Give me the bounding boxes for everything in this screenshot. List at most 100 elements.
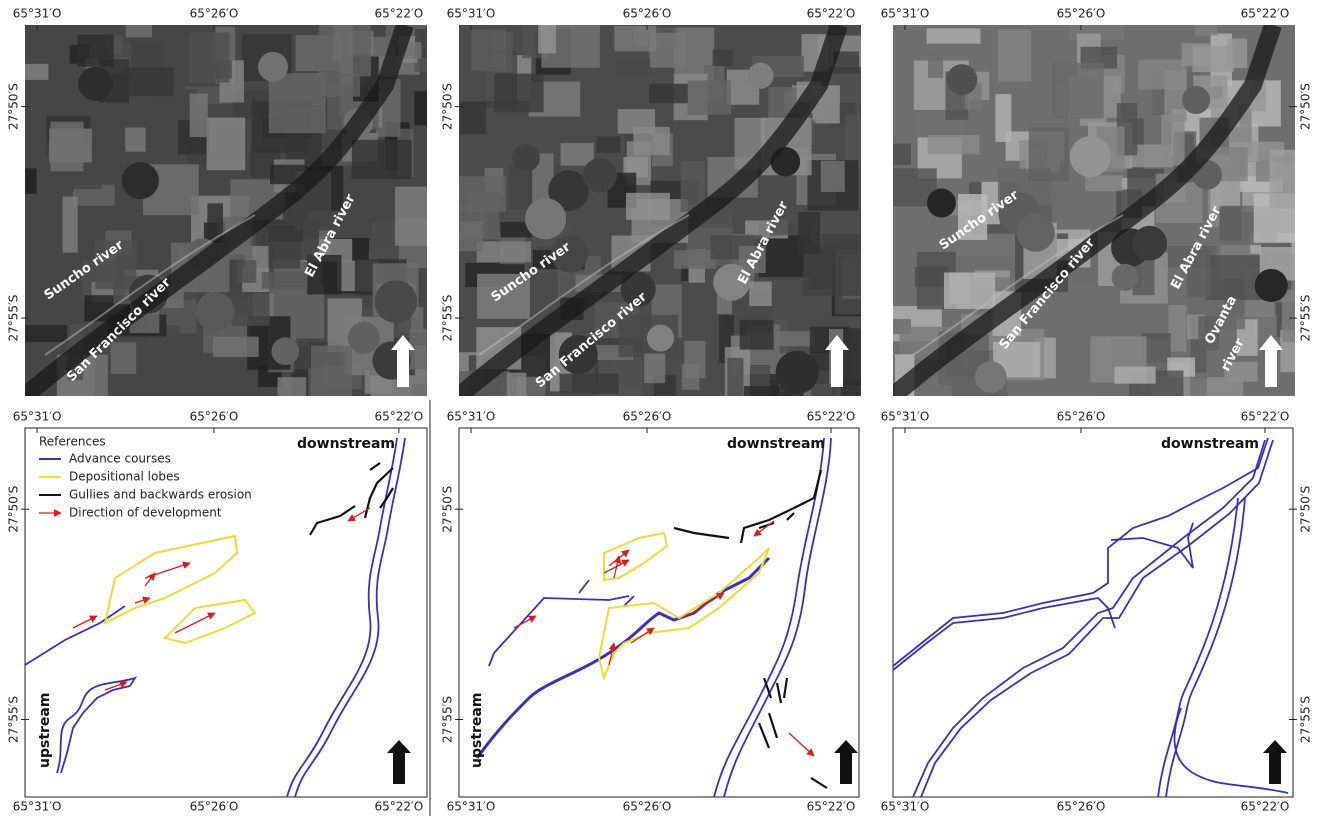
field: [77, 35, 113, 67]
pivot-field: [375, 280, 418, 323]
field: [927, 29, 981, 44]
field: [63, 197, 78, 253]
field: [477, 241, 531, 262]
field: [213, 337, 259, 357]
field: [821, 161, 845, 192]
pivot-field: [78, 67, 112, 101]
pivot-field: [1182, 86, 1210, 114]
pivot-field: [512, 144, 540, 172]
longitude-label: 65°26′O: [1057, 800, 1106, 814]
pivot-field: [647, 325, 674, 352]
longitude-label: 65°26′O: [190, 800, 239, 814]
upstream-label: upstream: [469, 693, 485, 768]
pivot-field: [271, 337, 299, 365]
map-panel: downstream: [893, 428, 1293, 797]
field: [1052, 63, 1103, 119]
field: [1029, 127, 1069, 181]
longitude-label: 65°22′O: [375, 410, 424, 424]
latitude-label: 27°50′S: [7, 83, 21, 130]
field: [841, 380, 892, 403]
field: [472, 30, 506, 72]
field: [352, 140, 412, 179]
field: [995, 94, 1011, 142]
longitude-label: 65°31′O: [447, 410, 496, 424]
longitude-label: 65°31′O: [13, 7, 62, 21]
pivot-field: [1255, 269, 1288, 302]
field: [822, 234, 877, 250]
pivot-field: [1017, 213, 1055, 251]
longitude-label: 65°31′O: [447, 7, 496, 21]
body: Suncho river San Francisco river El Abra…: [0, 0, 1321, 816]
field: [50, 122, 83, 172]
field: [262, 272, 308, 289]
field: [311, 346, 352, 405]
downstream-label: downstream: [727, 436, 825, 452]
latitude-label: 27°50′S: [1299, 486, 1313, 533]
field: [125, 128, 145, 152]
longitude-label: 65°31′O: [881, 7, 930, 21]
field: [124, 67, 173, 96]
field: [776, 331, 815, 346]
field: [1169, 305, 1187, 352]
pivot-field: [196, 292, 235, 331]
longitude-label: 65°22′O: [807, 7, 856, 21]
field: [1195, 17, 1218, 35]
legend-label: Gullies and backwards erosion: [69, 488, 252, 502]
field: [560, 374, 619, 394]
pivot-field: [747, 63, 773, 89]
pivot-field: [348, 322, 380, 354]
longitude-label: 65°22′O: [375, 800, 424, 814]
pivot-field: [1132, 226, 1167, 261]
longitude-label: 65°22′O: [1241, 800, 1290, 814]
pivot-field: [1070, 136, 1111, 177]
pivot-field: [927, 189, 956, 218]
field: [915, 267, 949, 287]
pivot-field: [583, 158, 617, 192]
latitude-label: 27°50′S: [441, 486, 455, 533]
longitude-label: 65°31′O: [881, 410, 930, 424]
pivot-field: [258, 52, 288, 82]
longitude-label: 65°26′O: [190, 7, 239, 21]
longitude-label: 65°31′O: [13, 410, 62, 424]
page: {"coordinates": {"longitude": ["65°31′O"…: [0, 0, 1321, 816]
longitude-label: 65°26′O: [190, 410, 239, 424]
longitude-label: 65°26′O: [623, 7, 672, 21]
field: [1192, 46, 1233, 72]
legend-label: Direction of development: [69, 506, 222, 520]
longitude-label: 65°26′O: [1057, 410, 1106, 424]
field: [507, 373, 527, 424]
field: [190, 93, 208, 137]
field: [538, 21, 556, 54]
pivot-field: [1112, 264, 1139, 291]
field: [845, 115, 862, 167]
satellite-image: [885, 17, 1321, 430]
pivot-field: [946, 64, 977, 95]
upstream-label: upstream: [37, 693, 53, 768]
latitude-label: 27°50′S: [7, 486, 21, 533]
map-frame: [893, 428, 1293, 797]
longitude-label: 65°26′O: [623, 800, 672, 814]
field: [460, 102, 486, 134]
field: [674, 250, 716, 269]
longitude-label: 65°22′O: [375, 7, 424, 21]
field: [740, 320, 774, 350]
downstream-label: downstream: [297, 436, 395, 452]
field: [998, 29, 1031, 81]
field: [16, 325, 70, 342]
field: [207, 203, 223, 242]
field: [633, 127, 669, 155]
field: [798, 212, 820, 254]
map-panel: References Advance courses Depositional …: [25, 428, 427, 797]
field: [889, 144, 911, 165]
field: [684, 341, 705, 378]
longitude-label: 65°26′O: [623, 410, 672, 424]
pivot-field: [975, 361, 1007, 393]
field: [843, 329, 897, 386]
field: [237, 260, 257, 283]
longitude-label: 65°26′O: [1057, 7, 1106, 21]
longitude-label: 65°31′O: [447, 800, 496, 814]
legend-label: Advance courses: [69, 452, 171, 466]
field: [713, 50, 733, 67]
field: [626, 193, 670, 220]
longitude-label: 65°22′O: [1241, 7, 1290, 21]
